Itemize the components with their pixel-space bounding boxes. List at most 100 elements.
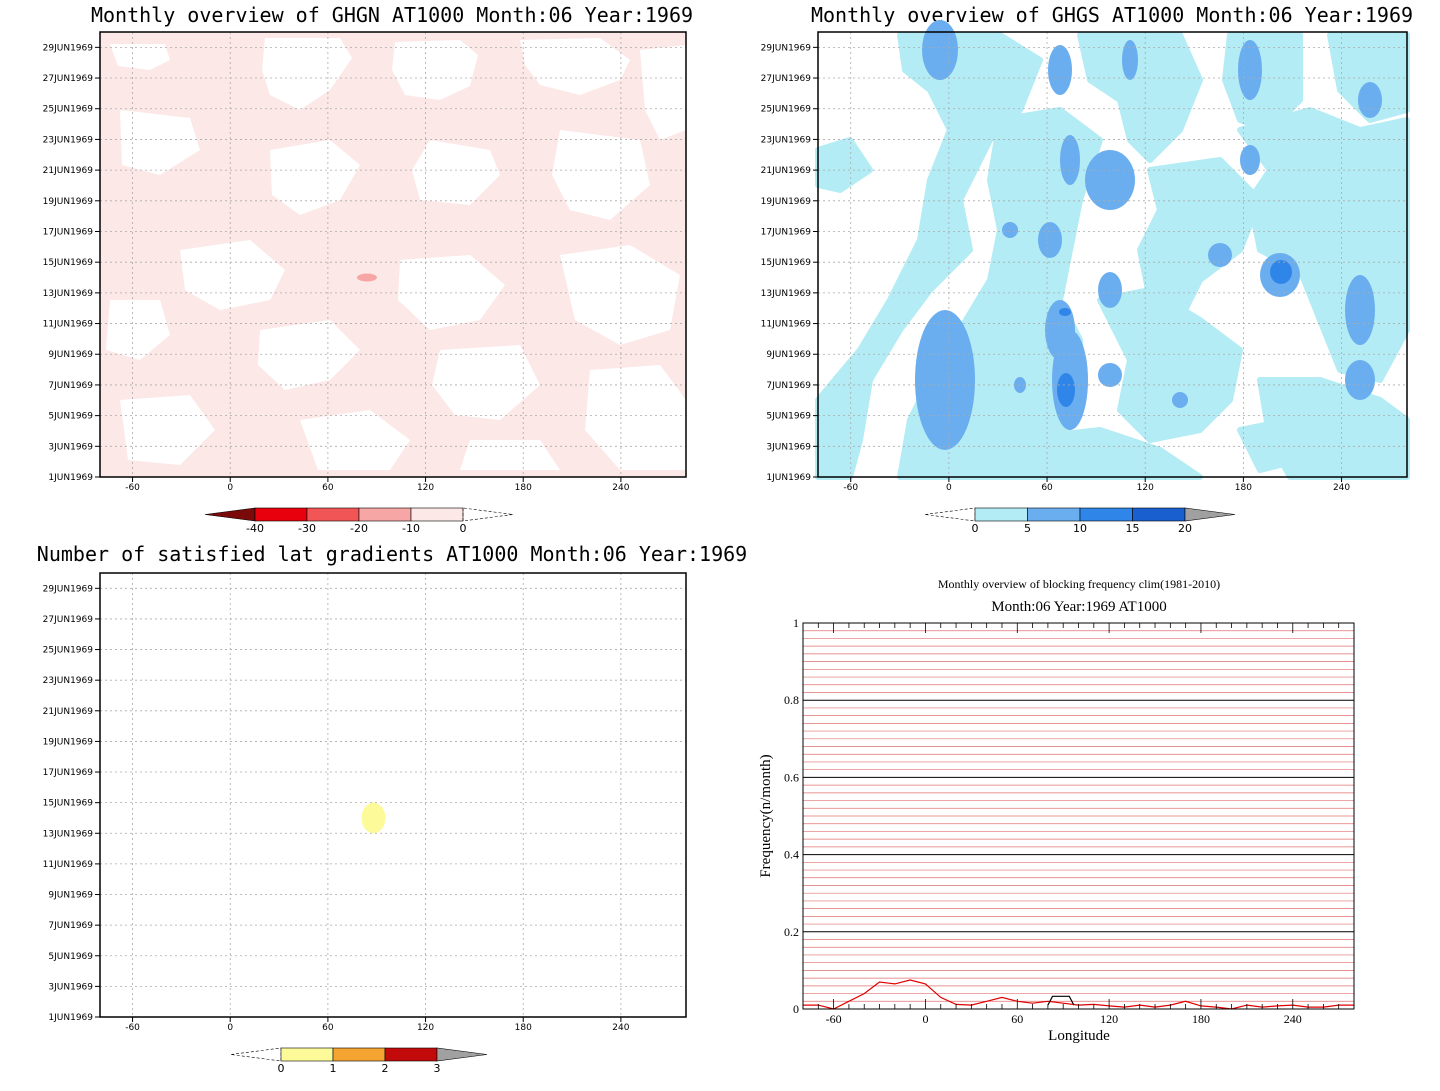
x-tick-label: 180 bbox=[1235, 483, 1252, 493]
contour-5-10 bbox=[1098, 363, 1122, 387]
x-tick-label: 120 bbox=[1137, 483, 1154, 493]
white-region bbox=[110, 44, 170, 70]
y-tick-label: 15JUN1969 bbox=[43, 799, 94, 809]
white-region bbox=[120, 110, 200, 175]
contour-10-15 bbox=[1057, 373, 1075, 407]
y-tick-label: 3JUN1969 bbox=[766, 442, 811, 452]
y-tick-label: 25JUN1969 bbox=[43, 646, 94, 656]
satisfied-region bbox=[361, 802, 386, 834]
contour-5-10 bbox=[1098, 272, 1122, 308]
white-region bbox=[106, 300, 170, 360]
white-region bbox=[460, 440, 560, 470]
colorbar-segment bbox=[358, 507, 412, 522]
y-tick-label: 7JUN1969 bbox=[766, 381, 811, 391]
blocking-subtitle: Month:06 Year:1969 AT1000 bbox=[991, 599, 1166, 615]
white-region bbox=[262, 38, 352, 110]
colorbar-label: 0 bbox=[972, 522, 979, 535]
y-tick-label: 23JUN1969 bbox=[761, 135, 812, 145]
contour-0-5 bbox=[1137, 157, 1263, 323]
colorbar-segment bbox=[1132, 507, 1186, 522]
y-tick-label: 1JUN1969 bbox=[766, 473, 811, 483]
colorbar-label: -20 bbox=[350, 522, 368, 535]
blocking-xlabel: Longitude bbox=[1048, 1028, 1110, 1044]
y-tick-label: 25JUN1969 bbox=[43, 105, 94, 115]
blocking-ylabel: Frequency(n/month) bbox=[758, 754, 774, 877]
y-tick-label: 13JUN1969 bbox=[43, 289, 94, 299]
y-tick-label: 11JUN1969 bbox=[43, 860, 94, 870]
y-tick-label: 21JUN1969 bbox=[43, 707, 94, 717]
white-region bbox=[520, 38, 630, 95]
y-tick-label: 11JUN1969 bbox=[43, 320, 94, 330]
colorbar-label: -10 bbox=[402, 522, 420, 535]
x-tick-label: 0 bbox=[227, 483, 233, 493]
y-tick-label: 19JUN1969 bbox=[43, 197, 94, 207]
y-tick-label: 27JUN1969 bbox=[761, 74, 812, 84]
y-tick-label: 17JUN1969 bbox=[761, 227, 812, 237]
contour-5-10 bbox=[1238, 40, 1262, 100]
y-tick-label: 23JUN1969 bbox=[43, 135, 94, 145]
y-tick-label: 5JUN1969 bbox=[766, 412, 811, 422]
y-tick-label: 15JUN1969 bbox=[43, 258, 94, 268]
blocking-panel: Monthly overview of blocking frequency c… bbox=[758, 577, 1355, 1044]
blocking-x-axis: -60 0 60 120 180 240 bbox=[802, 623, 1355, 1026]
contour-5-10 bbox=[1060, 135, 1080, 185]
x-tick-label: 240 bbox=[1333, 483, 1350, 493]
y-tick-label: 11JUN1969 bbox=[761, 320, 812, 330]
contour-5-10 bbox=[1002, 222, 1018, 238]
colorbar-label: 0 bbox=[460, 522, 467, 535]
colorbar-segment bbox=[384, 1047, 438, 1062]
y-tick-label: 21JUN1969 bbox=[761, 166, 812, 176]
y-tick-label: 1JUN1969 bbox=[48, 473, 93, 483]
y-tick-label: 3JUN1969 bbox=[48, 982, 93, 992]
y-tick-label: 19JUN1969 bbox=[43, 737, 94, 747]
contour-5-10 bbox=[1345, 360, 1375, 400]
colorbar-label: 0 bbox=[278, 1062, 285, 1075]
contour-5-10 bbox=[1240, 145, 1260, 175]
y-tick-label: 13JUN1969 bbox=[43, 829, 94, 839]
contour-0-5 bbox=[1077, 32, 1203, 163]
y-tick-label: 0.4 bbox=[784, 848, 799, 862]
contour-5-10 bbox=[1172, 392, 1188, 408]
colorbar-label: 10 bbox=[1073, 522, 1087, 535]
white-region bbox=[432, 345, 540, 420]
x-tick-label: 180 bbox=[1192, 1012, 1210, 1026]
y-tick-label: 19JUN1969 bbox=[761, 197, 812, 207]
y-tick-label: 29JUN1969 bbox=[43, 43, 94, 53]
colorbar-segment bbox=[1027, 507, 1081, 522]
x-tick-label: 60 bbox=[322, 1023, 334, 1033]
y-tick-label: 29JUN1969 bbox=[43, 584, 94, 594]
satisfied-grid bbox=[100, 573, 686, 1018]
x-tick-label: -60 bbox=[125, 1023, 140, 1033]
x-tick-label: -60 bbox=[843, 483, 858, 493]
y-tick-label: 29JUN1969 bbox=[761, 43, 812, 53]
ghgs-title: Monthly overview of GHGS AT1000 Month:06… bbox=[811, 3, 1413, 27]
white-region bbox=[560, 245, 680, 345]
y-tick-label: 9JUN1969 bbox=[766, 350, 811, 360]
colorbar-segment bbox=[280, 1047, 334, 1062]
colorbar-segment bbox=[974, 507, 1028, 522]
satisfied-panel: Number of satisfied lat gradients AT1000… bbox=[37, 542, 747, 1075]
colorbar-extend-low bbox=[230, 1047, 282, 1062]
contour-10-15 bbox=[1270, 260, 1292, 284]
ghgs-contour-fill bbox=[815, 20, 1410, 480]
colorbar-segment bbox=[410, 507, 464, 522]
y-tick-label: 9JUN1969 bbox=[48, 891, 93, 901]
colorbar-segment bbox=[306, 507, 360, 522]
white-region bbox=[640, 45, 686, 140]
contour-5-10 bbox=[1358, 82, 1382, 118]
ghgs-panel: Monthly overview of GHGS AT1000 Month:06… bbox=[761, 3, 1413, 535]
blocking-title: Monthly overview of blocking frequency c… bbox=[938, 577, 1220, 591]
x-tick-label: 180 bbox=[515, 1023, 532, 1033]
y-tick-label: 17JUN1969 bbox=[43, 227, 94, 237]
x-tick-label: 0 bbox=[227, 1023, 233, 1033]
colorbar-extend-high bbox=[462, 507, 514, 522]
contour-5-10 bbox=[915, 310, 975, 450]
y-tick-label: 21JUN1969 bbox=[43, 166, 94, 176]
ghgn-plot-frame bbox=[99, 31, 687, 478]
colorbar-extend-high bbox=[436, 1047, 488, 1062]
white-region bbox=[270, 140, 360, 215]
y-tick-label: 7JUN1969 bbox=[48, 381, 93, 391]
ghgs-plot-frame bbox=[817, 31, 1408, 478]
ghgn-colorbar: -40 -30 -20 -10 0 bbox=[204, 507, 514, 535]
